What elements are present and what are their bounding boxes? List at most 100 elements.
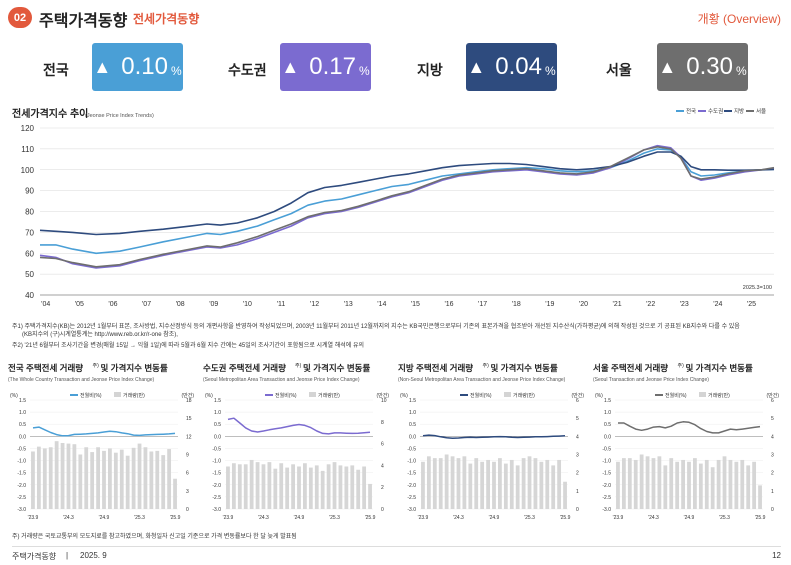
left-tick-label: -2.5 — [17, 495, 26, 501]
x-tick-label: '23 — [680, 301, 689, 308]
right-tick-label: 6 — [381, 442, 384, 448]
right-tick-label: 1 — [576, 489, 579, 495]
right-tick-label: 0 — [186, 507, 189, 513]
legend-bar-label: 거래량(만) — [708, 392, 730, 399]
bar — [509, 459, 514, 509]
x-tick-label: '17 — [478, 301, 487, 308]
y-tick-label: 110 — [21, 145, 34, 154]
up-arrow-icon: ▲ — [467, 56, 486, 77]
x-tick-label: '06 — [108, 301, 117, 308]
x-tick-label: '25.9 — [170, 515, 181, 521]
left-tick-label: 0.5 — [214, 422, 221, 428]
bar — [444, 454, 449, 509]
bar — [627, 458, 632, 509]
left-tick-label: -2.0 — [407, 483, 416, 489]
x-tick-label: '24.3 — [63, 515, 74, 521]
left-tick-label: 0.0 — [409, 434, 416, 440]
x-tick-label: '24 — [713, 301, 722, 308]
bar — [462, 456, 467, 509]
stat-label-capital: 수도권 — [228, 62, 267, 78]
bar — [161, 455, 166, 509]
small-chart-title-tail: 및 가격지수 변동률 — [686, 363, 753, 373]
bar — [633, 459, 638, 509]
left-tick-label: -2.0 — [17, 483, 26, 489]
x-tick-label: '21 — [612, 301, 621, 308]
left-tick-label: 1.5 — [19, 398, 26, 404]
legend-label-1: 수도권 — [708, 107, 723, 115]
bar — [90, 452, 95, 509]
stat-unit: % — [735, 64, 747, 78]
bar — [657, 456, 662, 509]
bar — [474, 458, 479, 509]
bar — [362, 466, 367, 509]
x-tick-label: '20 — [579, 301, 588, 308]
bar — [338, 465, 343, 509]
x-tick-label: '09 — [209, 301, 218, 308]
x-tick-label: '13 — [344, 301, 353, 308]
legend-bar-swatch — [114, 392, 121, 397]
bar — [758, 485, 762, 509]
left-unit: (%) — [595, 393, 603, 399]
left-tick-label: 0.0 — [19, 434, 26, 440]
bar — [42, 448, 47, 509]
bar — [113, 452, 118, 509]
right-tick-label: 2 — [381, 485, 384, 491]
x-tick-label: '23.9 — [28, 515, 39, 521]
left-tick-label: -1.5 — [407, 471, 416, 477]
left-tick-label: 0.5 — [19, 422, 26, 428]
left-tick-label: -0.5 — [602, 446, 611, 452]
bar — [249, 459, 254, 509]
national-transaction-chart: 전국 주택전세 거래량 주) 및 가격지수 변동률 (The Whole Count… — [8, 363, 194, 521]
left-unit: (%) — [400, 393, 408, 399]
bar — [687, 461, 691, 509]
x-tick-label: '25.3 — [524, 515, 535, 521]
change-rate-line — [618, 421, 761, 434]
bar — [438, 458, 443, 509]
right-tick-label: 2 — [771, 471, 774, 477]
small-chart-title-tail: 및 가격지수 변동률 — [303, 363, 370, 373]
x-tick-label: '25.9 — [560, 515, 571, 521]
right-tick-label: 10 — [381, 398, 387, 404]
right-tick-label: 9 — [186, 453, 189, 459]
stat-value-regional: 0.04 — [495, 53, 542, 80]
note-1b: (KB지수의 (구)시계열통계는 http://www.reb.or.kr/r-… — [22, 332, 178, 338]
bar — [498, 458, 502, 509]
jeonse-index-trend-chart: 전세가격지수 추이(Jeonse Price Index Trends) 전국 수도… — [12, 107, 775, 308]
x-tick-label: '05 — [75, 301, 84, 308]
left-tick-label: 1.5 — [214, 398, 221, 404]
x-tick-label: '22 — [646, 301, 655, 308]
x-tick-label: '24.9 — [489, 515, 500, 521]
bar — [669, 458, 674, 509]
bar — [722, 456, 727, 509]
bar — [72, 444, 77, 509]
x-tick-label: '25 — [747, 301, 756, 308]
y-tick-label: 60 — [25, 249, 34, 258]
right-tick-label: 0 — [576, 507, 579, 513]
footer-divider — [12, 546, 781, 547]
bar — [698, 463, 703, 509]
left-tick-label: -3.0 — [602, 507, 611, 513]
bar — [746, 465, 751, 509]
small-chart-subtitle: (Non-Seoul Metropolitan Area Transaction… — [398, 377, 566, 383]
right-unit: (만건) — [376, 392, 389, 399]
bar — [563, 481, 567, 509]
up-arrow-icon: ▲ — [281, 56, 300, 77]
stat-label-seoul: 서울 — [606, 62, 632, 78]
left-tick-label: -1.5 — [17, 471, 26, 477]
x-tick-label: '25.9 — [365, 515, 376, 521]
bar — [78, 454, 83, 509]
bar — [675, 461, 680, 509]
x-tick-label: '07 — [142, 301, 151, 308]
bar — [314, 465, 319, 509]
x-tick-label: '24.3 — [648, 515, 659, 521]
right-unit: (만건) — [571, 392, 584, 399]
bar — [503, 463, 508, 509]
stat-box-national: ▲ 0.10% — [92, 43, 183, 91]
left-tick-label: -1.0 — [212, 459, 221, 465]
stat-unit: % — [544, 64, 556, 78]
left-tick-label: -3.0 — [212, 507, 221, 513]
right-tick-label: 6 — [576, 398, 579, 404]
small-chart-subtitle: (Seoul Metropolitan Area Transaction and… — [203, 377, 360, 383]
right-tick-label: 3 — [771, 453, 774, 459]
bar — [54, 441, 59, 509]
